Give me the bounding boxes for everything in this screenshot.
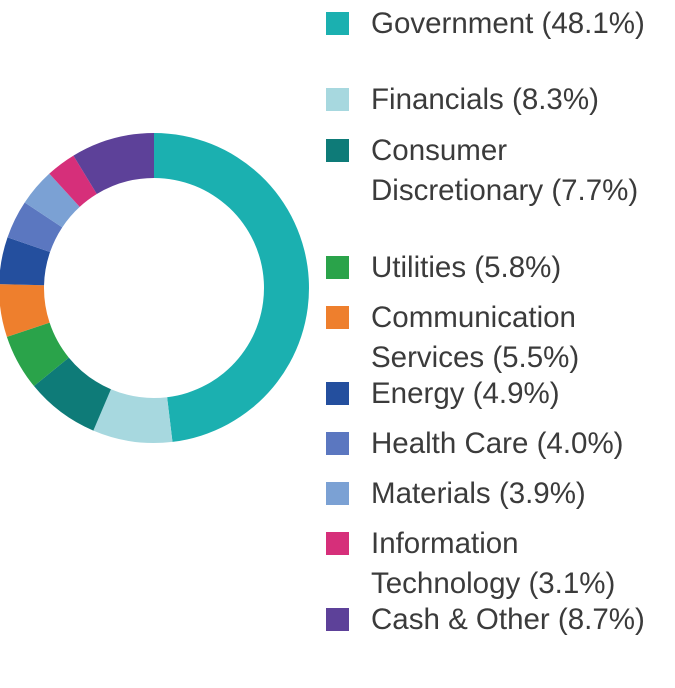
legend-swatch <box>326 139 349 162</box>
donut-slice-1 <box>154 133 309 442</box>
legend-label: Health Care (4.0%) <box>371 427 624 460</box>
legend-swatch <box>326 88 349 111</box>
donut-slice-9 <box>49 155 97 207</box>
legend-label: Materials (3.9%) <box>371 477 586 510</box>
legend-label: Information Technology (3.1%) <box>371 527 616 600</box>
legend-swatch <box>326 382 349 405</box>
legend-swatch <box>326 12 349 35</box>
donut-slice-7 <box>7 202 63 253</box>
legend-swatch <box>326 432 349 455</box>
legend-label: Government (48.1%) <box>371 7 645 40</box>
legend-swatch <box>326 608 349 631</box>
donut-chart <box>0 133 309 443</box>
legend-label: Utilities (5.8%) <box>371 251 562 284</box>
legend-label: Cash & Other (8.7%) <box>371 603 645 636</box>
legend-swatch <box>326 306 349 329</box>
legend-label: Consumer Discretionary (7.7%) <box>371 134 639 207</box>
donut-slice-3 <box>33 357 111 431</box>
donut-slice-5 <box>0 284 50 337</box>
legend-label: Communication Services (5.5%) <box>371 301 580 374</box>
donut-slice-6 <box>0 237 51 286</box>
legend-label: Energy (4.9%) <box>371 377 560 410</box>
legend-swatch <box>326 532 349 555</box>
donut-slice-10 <box>73 133 154 195</box>
legend-swatch <box>326 482 349 505</box>
legend-swatch <box>326 256 349 279</box>
donut-slice-4 <box>6 322 69 387</box>
donut-slice-8 <box>24 173 80 228</box>
donut-slice-2 <box>93 389 173 443</box>
legend-label: Financials (8.3%) <box>371 83 599 116</box>
